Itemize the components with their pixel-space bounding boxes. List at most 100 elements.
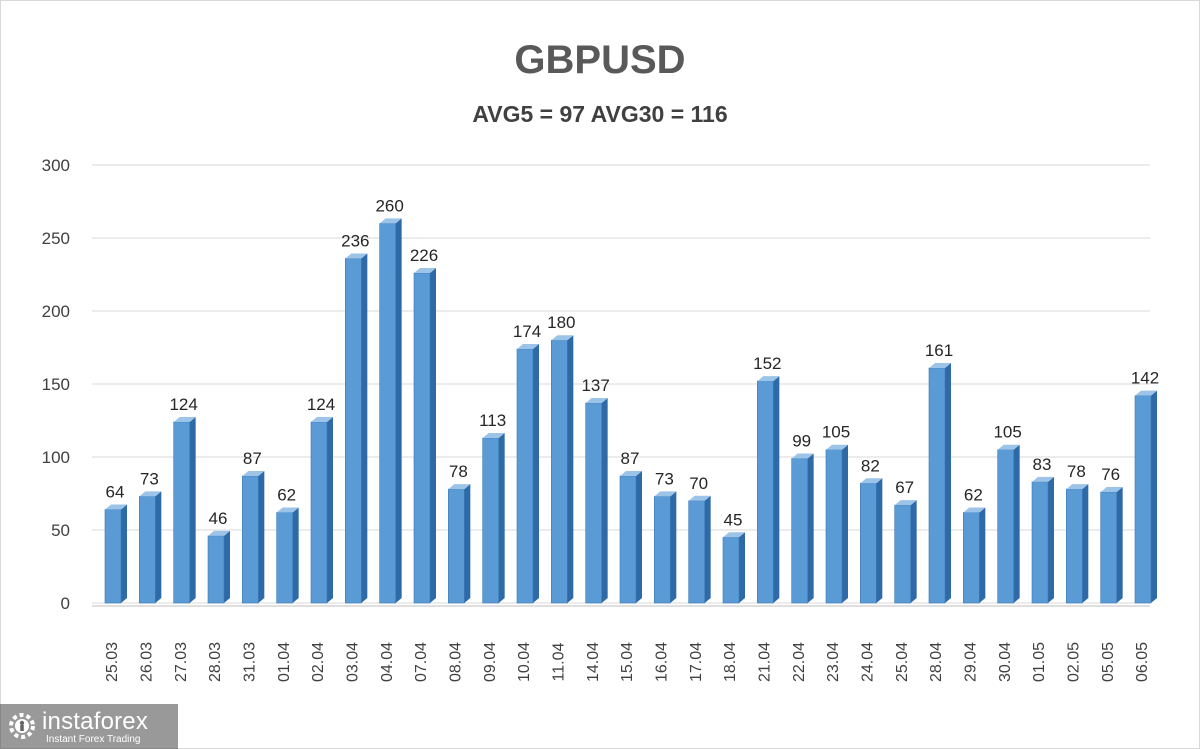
chart-subtitle: AVG5 = 97 AVG30 = 116 <box>472 101 728 127</box>
bar <box>448 488 465 604</box>
bar <box>310 421 328 604</box>
bar <box>379 223 396 604</box>
bar-side <box>567 335 574 603</box>
bar-top <box>723 532 745 538</box>
bar-top <box>791 453 814 459</box>
x-tick-label: 24.04 <box>860 642 877 682</box>
data-label: 87 <box>243 449 262 468</box>
bar-top <box>860 478 883 484</box>
watermark-brand: instaforex <box>42 708 149 735</box>
bar <box>276 512 293 604</box>
data-label: 82 <box>861 456 880 475</box>
bar-side <box>258 470 265 603</box>
bar <box>757 380 774 604</box>
x-tick-label: 10.04 <box>516 642 533 682</box>
bar-side <box>155 491 162 603</box>
bar-top <box>517 343 539 349</box>
bar-top <box>173 416 196 422</box>
data-label: 152 <box>753 354 781 373</box>
bar <box>516 348 534 604</box>
bar-top <box>894 500 917 506</box>
data-label: 67 <box>895 478 914 497</box>
y-tick-label: 100 <box>42 448 70 467</box>
bar-top <box>654 491 677 497</box>
y-tick-label: 250 <box>42 229 70 248</box>
x-tick-label: 16.04 <box>654 642 671 682</box>
data-label: 83 <box>1033 455 1052 474</box>
bar <box>963 512 980 604</box>
data-label: 236 <box>341 231 369 250</box>
bar-side <box>224 530 230 603</box>
data-label: 180 <box>547 313 575 332</box>
bar <box>928 367 946 604</box>
bar <box>997 449 1014 604</box>
bar-side <box>876 478 883 603</box>
data-label: 226 <box>410 246 438 265</box>
x-tick-label: 09.04 <box>482 642 499 682</box>
x-tick-label: 11.04 <box>551 642 568 681</box>
x-tick-label: 17.04 <box>688 642 705 682</box>
bar-side <box>636 470 642 603</box>
bar <box>894 504 911 604</box>
bar <box>345 258 362 604</box>
bar-side <box>601 397 608 603</box>
bar-top <box>448 484 471 490</box>
bar-side <box>1013 444 1020 603</box>
data-label: 64 <box>106 483 125 502</box>
x-tick-label: 14.04 <box>585 642 602 682</box>
bar <box>173 421 190 604</box>
bar <box>791 458 808 604</box>
bar-top <box>757 376 780 382</box>
bar-side <box>773 376 780 603</box>
chart-title: GBPUSD <box>514 38 686 82</box>
x-tick-label: 25.04 <box>894 642 911 682</box>
bar-side <box>464 484 471 603</box>
bar-top <box>963 507 986 513</box>
watermark: instaforex Instant Forex Trading <box>0 704 178 749</box>
bar <box>207 535 225 604</box>
bar-side <box>361 253 368 603</box>
bar-top <box>1100 487 1123 493</box>
bar <box>413 272 431 604</box>
bar-top <box>826 444 848 450</box>
bar-top <box>620 470 642 476</box>
data-label: 105 <box>822 423 850 442</box>
bar-top <box>379 218 402 224</box>
bar <box>860 482 877 604</box>
bar-side <box>533 343 539 603</box>
x-tick-label: 07.04 <box>413 642 430 682</box>
bar <box>1134 395 1152 604</box>
bar-side <box>670 491 677 603</box>
bar-side <box>1048 476 1054 603</box>
data-label: 76 <box>1101 465 1120 484</box>
data-label: 99 <box>792 431 811 450</box>
y-tick-label: 150 <box>42 375 70 394</box>
data-label: 124 <box>307 395 335 414</box>
bar <box>242 475 259 604</box>
data-label: 45 <box>724 510 743 529</box>
x-tick-label: 29.04 <box>963 642 980 682</box>
data-label: 73 <box>140 469 159 488</box>
bar-side <box>807 453 814 603</box>
bar-top <box>1032 476 1054 482</box>
data-label: 78 <box>1067 462 1086 481</box>
x-tick-label: 01.04 <box>276 642 293 682</box>
data-label: 142 <box>1131 369 1159 388</box>
bar-top <box>1066 484 1089 490</box>
x-tick-label: 06.05 <box>1134 642 1151 682</box>
bar <box>619 475 637 604</box>
bar <box>482 437 499 604</box>
x-tick-label: 01.05 <box>1031 642 1048 682</box>
x-tick-label: 28.03 <box>207 642 224 682</box>
bar-top <box>482 433 505 439</box>
data-label: 124 <box>169 395 197 414</box>
data-label: 87 <box>621 449 640 468</box>
x-tick-label: 02.05 <box>1066 642 1083 682</box>
bar <box>585 402 602 604</box>
x-tick-label: 26.03 <box>139 642 156 682</box>
data-label: 161 <box>925 341 953 360</box>
y-tick-label: 50 <box>51 521 70 540</box>
bar-side <box>1116 487 1123 603</box>
data-label: 260 <box>375 196 403 215</box>
